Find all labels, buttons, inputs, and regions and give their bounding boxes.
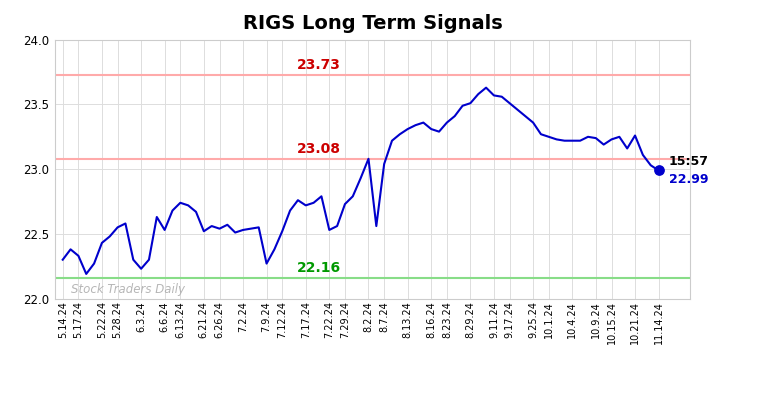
Text: 22.16: 22.16	[297, 261, 341, 275]
Point	[652, 167, 665, 174]
Text: 22.99: 22.99	[669, 173, 708, 186]
Text: Stock Traders Daily: Stock Traders Daily	[71, 283, 184, 296]
Text: 15:57: 15:57	[669, 155, 709, 168]
Title: RIGS Long Term Signals: RIGS Long Term Signals	[242, 14, 503, 33]
Text: 23.73: 23.73	[297, 58, 341, 72]
Text: 23.08: 23.08	[297, 142, 341, 156]
